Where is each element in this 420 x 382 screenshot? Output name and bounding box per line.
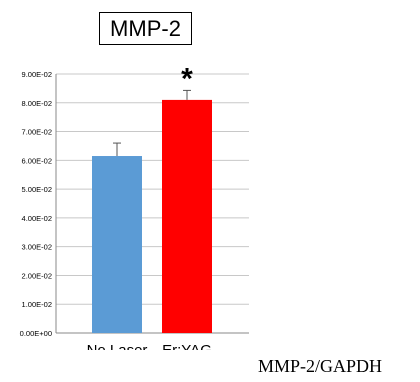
y-tick-label: 8.00E-02 [22,99,52,108]
y-tick-label: 7.00E-02 [22,128,52,137]
x-axis-labels: No LaserEr:YAGLaser [87,342,212,350]
bar-er-yag-laser [162,99,212,334]
annotations: * [181,62,193,95]
mmp2-bar-chart: 0.00E+00 1.00E-02 2.00E-02 3.00E-02 4.00E-02… [20,62,249,350]
y-tick-label: 9.00E-02 [22,70,52,79]
y-tick-label: 2.00E-02 [22,271,52,280]
y-axis-ticks: 0.00E+00 1.00E-02 2.00E-02 3.00E-02 4.00E-02… [20,70,52,338]
y-tick-label: 5.00E-02 [22,185,52,194]
y-tick-label: 4.00E-02 [22,214,52,223]
x-tick-label: Er:YAG [162,342,212,350]
y-tick-label: 6.00E-02 [22,156,52,165]
bars [92,99,212,334]
bar-no-laser [92,156,142,333]
error-bars [113,89,191,157]
gridlines [55,73,249,334]
chart-title: MMP-2 [99,12,192,45]
footnote-label: MMP-2/GAPDH [258,356,383,376]
y-tick-label: 3.00E-02 [22,243,52,252]
y-tick-label: 1.00E-02 [22,300,52,309]
y-tick-label: 0.00E+00 [20,329,52,338]
significance-asterisk: * [181,62,193,95]
x-tick-label: No Laser [87,342,148,350]
